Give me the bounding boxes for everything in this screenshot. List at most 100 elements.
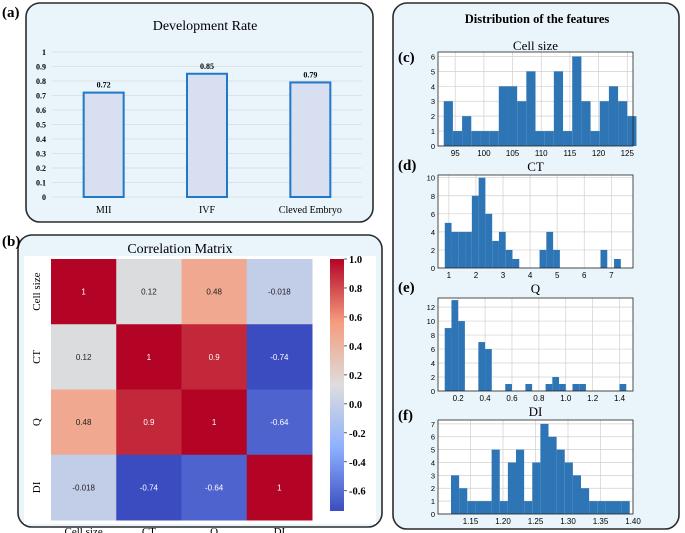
chart-a-ytick: 0.2 (36, 164, 46, 173)
chart-c-bar (462, 116, 472, 146)
chart-f-bar (564, 462, 573, 514)
chart-c-title: Cell size (513, 38, 558, 53)
chart-c-bar (553, 71, 564, 146)
chart-e-ytick: 2 (431, 373, 435, 382)
chart-b-cell-label: -0.64 (270, 418, 289, 427)
chart-e-ytick: 12 (427, 303, 435, 312)
chart-b-cell (246, 389, 313, 456)
chart-f-bar (556, 449, 565, 514)
chart-b-cell-label: -0.74 (140, 483, 159, 492)
panel-label-c: (c) (398, 50, 415, 66)
chart-b-cell (51, 454, 117, 521)
panel-label-e: (e) (398, 280, 415, 296)
chart-d-xtick: 4 (528, 271, 533, 280)
chart-b-ytick: Q (31, 418, 43, 426)
histogram-e: Q 0.2 0.4 0.6 0.8 1.0 1.2 1.4 0 2 4 6 8 10 12 (427, 281, 634, 403)
chart-a-category-label: MII (96, 205, 112, 216)
chart-f-title: DI (529, 404, 543, 419)
chart-d-bar (505, 249, 513, 268)
chart-f-bar (483, 501, 492, 514)
chart-f-ytick: 5 (431, 446, 435, 455)
chart-c-ytick: 0 (431, 142, 435, 151)
chart-f-ytick: 2 (431, 484, 435, 493)
chart-e-bar (505, 384, 512, 391)
chart-f-ytick: 6 (431, 433, 435, 442)
chart-f-ytick: 4 (431, 458, 435, 467)
chart-d-ytick: 10 (427, 174, 435, 183)
panel-label-f: (f) (398, 408, 413, 424)
chart-f-ytick: 1 (431, 497, 435, 506)
chart-b-colorbar-tick: 1.0 (349, 255, 362, 266)
chart-f-bar (605, 501, 614, 514)
chart-f-bar (548, 436, 557, 514)
chart-b-cell-label: 1 (212, 418, 217, 427)
chart-d-bar (485, 213, 493, 268)
chart-c-bar (452, 131, 463, 146)
chart-b-cell (51, 259, 117, 325)
chart-a-ytick: 0.4 (36, 135, 46, 144)
chart-b-colorbar-tick: 0.2 (349, 371, 362, 382)
chart-c-bar (489, 131, 499, 146)
chart-e-bar (552, 377, 560, 391)
chart-e-xtick: 1.4 (614, 394, 626, 403)
chart-c-bar (618, 101, 628, 146)
chart-c-bar (608, 86, 619, 146)
chart-e-xtick: 0.2 (453, 394, 465, 403)
chart-f-ytick: 7 (431, 420, 435, 429)
chart-e-frame (437, 297, 634, 392)
chart-d-bar (600, 249, 608, 268)
chart-e-bar (485, 349, 492, 391)
chart-e-xtick: 0.6 (506, 394, 518, 403)
chart-c-bar (517, 101, 527, 146)
chart-b-cell (116, 324, 182, 390)
chart-c-ytick: 4 (431, 82, 435, 91)
chart-f-bar (613, 501, 622, 514)
chart-b-cell-label: -0.018 (268, 288, 291, 297)
chart-b-cell-label: 1 (147, 353, 152, 362)
chart-f-bar (507, 462, 516, 514)
chart-b-cell (181, 259, 248, 325)
chart-d-bar (458, 231, 466, 268)
chart-d-title: CT (527, 159, 544, 174)
chart-a-ytick: 0.1 (36, 179, 46, 188)
chart-d-bar (451, 231, 459, 268)
chart-c-ytick: 1 (431, 127, 435, 136)
chart-d-ytick: 8 (431, 192, 435, 201)
chart-e-bar (478, 342, 486, 391)
chart-c-ytick: 3 (431, 97, 435, 106)
chart-f-xtick: 1.25 (528, 517, 544, 526)
chart-c-bar (498, 86, 508, 146)
chart-d-xtick: 3 (501, 271, 506, 280)
chart-c-bar (480, 131, 490, 146)
chart-f-xtick: 1.20 (495, 517, 511, 526)
chart-b-colorbar-tick: 0.0 (349, 400, 362, 411)
chart-c-bar (471, 131, 481, 146)
chart-b-colorbar-tick: -0.4 (349, 458, 366, 469)
panel-label-d: (d) (398, 158, 416, 174)
chart-d-ytick: 6 (431, 210, 435, 219)
chart-e-bar (545, 384, 553, 391)
chart-d-xtick: 6 (582, 271, 587, 280)
histogram-f: DI 1.15 1.20 1.25 1.30 1.35 1.40 0 1 2 3 4 5 6 7 (431, 404, 642, 526)
chart-e-ytick: 4 (431, 359, 435, 368)
chart-b-cell (181, 389, 248, 456)
chart-a-bar (186, 72, 228, 198)
chart-b-ytick: Cell size (31, 272, 43, 310)
chart-f-bar (540, 423, 549, 514)
histogram-d: CT 1 2 3 4 5 6 7 0 2 4 6 8 10 (427, 159, 634, 280)
chart-e-xtick: 0.8 (533, 394, 545, 403)
chart-b-cell (116, 454, 182, 521)
chart-e-xtick: 1.0 (560, 394, 572, 403)
chart-f-bar (597, 501, 606, 514)
chart-e-title: Q (531, 281, 541, 296)
chart-b-cell-label: -0.74 (270, 353, 289, 362)
chart-a-ytick: 0.5 (36, 121, 46, 130)
histogram-c: Cell size 95 100 105 110 115 120 125 0 1 2 3 4 5 6 (431, 38, 637, 158)
chart-a-ytick: 0.6 (36, 106, 46, 115)
chart-c-bar (535, 131, 545, 146)
chart-d-bar (498, 231, 506, 268)
chart-c-bar (563, 131, 573, 146)
chart-b-colorbar (330, 259, 344, 511)
chart-d-xtick: 1 (447, 271, 452, 280)
heatmap-b: Correlation Matrix 1 0.12 0.48 -0.018 0.12 1 0.… (31, 242, 366, 533)
